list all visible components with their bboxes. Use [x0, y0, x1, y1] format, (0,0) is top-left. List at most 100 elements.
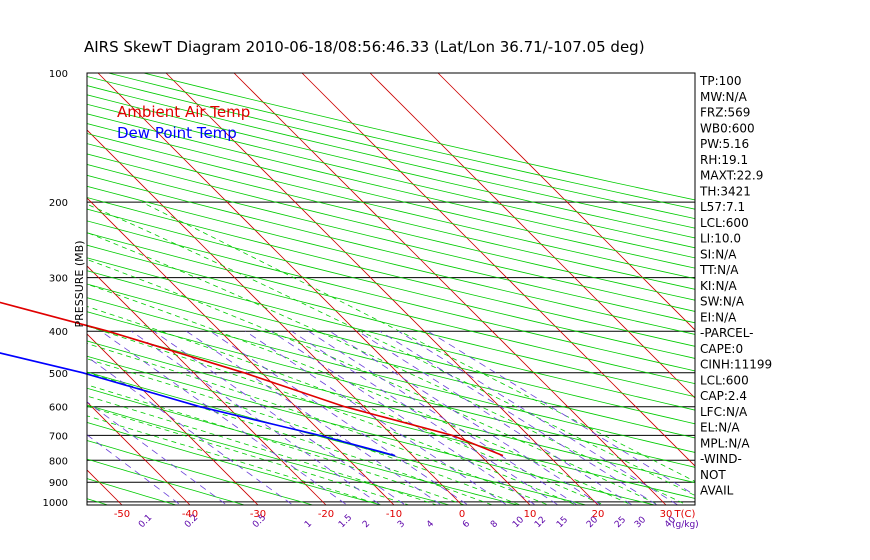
mixing-ratio-line: [245, 330, 508, 505]
dry-adiabat-line: [87, 404, 451, 505]
dry-adiabat-line: [87, 113, 695, 259]
dry-adiabat-line: [87, 421, 383, 505]
mixing-ratio-label: 25: [613, 515, 628, 530]
dry-adiabat-line: [87, 232, 695, 385]
index-entry: -WIND-: [700, 452, 742, 466]
mixing-ratio-unit-label: (g/kg): [672, 520, 699, 530]
index-entry: AVAIL: [700, 484, 734, 498]
legend-dew-point-temp: Dew Point Temp: [117, 124, 237, 142]
index-entry: WB0:600: [700, 121, 755, 135]
bottom-temperature-tick-label: 0: [459, 509, 465, 520]
dry-adiabat-line: [87, 244, 695, 398]
isotherm-line: [87, 197, 395, 505]
dry-adiabat-line: [87, 311, 695, 468]
bottom-temperature-tick-label: 10: [524, 509, 537, 520]
pressure-tick-label: 400: [49, 327, 68, 338]
index-entry: SI:N/A: [700, 247, 737, 261]
index-entry: LI:10.0: [700, 232, 741, 246]
index-entry: MW:N/A: [700, 90, 748, 104]
mixing-ratio-label: 2: [361, 519, 372, 530]
index-entry: TP:100: [699, 74, 742, 88]
dry-adiabat-line: [0, 73, 59, 511]
index-entry: KI:N/A: [700, 279, 737, 293]
temperature-unit-label: T(C): [674, 509, 696, 520]
dry-adiabat-line: [87, 297, 695, 453]
dry-adiabat-line: [87, 174, 695, 324]
pressure-tick-label: 700: [49, 431, 68, 442]
index-entry: MAXT:22.9: [700, 169, 763, 183]
index-entry: CINH:11199: [700, 358, 772, 372]
dry-adiabat-line: [87, 123, 695, 269]
dew-point-temp-line: [0, 352, 396, 457]
isotherm-line: [87, 401, 191, 505]
moist-adiabat-line: [87, 384, 466, 505]
index-entry: RH:19.1: [700, 153, 748, 167]
dry-adiabat-line: [87, 371, 588, 505]
isotherm-line: [87, 129, 463, 505]
index-entry: LCL:600: [700, 373, 749, 387]
plot-grid: [0, 73, 695, 511]
index-entry: LFC:N/A: [700, 405, 748, 419]
index-entry: FRZ:569: [700, 106, 750, 120]
moist-adiabat-line: [87, 325, 578, 505]
dry-adiabat-line: [87, 325, 695, 484]
mixing-ratio-line: [291, 330, 559, 505]
moist-adiabat-line: [87, 259, 661, 505]
mixing-ratio-line: [398, 330, 679, 505]
mixing-ratio-line: [186, 330, 443, 505]
mixing-ratio-line: [210, 330, 469, 505]
mixing-ratio-label: 0.1: [137, 513, 154, 530]
chart-title: AIRS SkewT Diagram 2010-06-18/08:56:46.3…: [84, 38, 645, 56]
dry-adiabat-line: [87, 340, 695, 499]
mixing-ratio-label: 30: [633, 515, 648, 530]
mixing-ratio-label: 8: [489, 519, 500, 530]
mixing-ratio-label: 4: [425, 519, 436, 530]
dry-adiabat-line: [87, 283, 695, 439]
pressure-tick-label: 300: [49, 274, 68, 285]
mixing-ratio-line: [87, 401, 228, 505]
mixing-ratio-line: [100, 330, 348, 505]
pressure-tick-label: 200: [49, 198, 68, 209]
pressure-tick-label: 500: [49, 369, 68, 380]
dry-adiabat-line: [143, 73, 695, 201]
index-entry: -PARCEL-: [700, 326, 754, 340]
mixing-ratio-line: [379, 330, 658, 505]
dry-adiabat-line: [87, 458, 246, 505]
y-axis-label: PRESSURE (MB): [73, 241, 86, 328]
moist-adiabat-line: [87, 358, 522, 505]
bottom-temperature-tick-label: -20: [318, 509, 334, 520]
isotherm-line: [87, 333, 259, 505]
index-entry: CAPE:0: [700, 342, 743, 356]
ambient-air-temp-line: [0, 301, 504, 457]
index-entry: TH:3421: [699, 184, 751, 198]
plot-frame: [86, 72, 696, 506]
legend-ambient-air-temp: Ambient Air Temp: [117, 103, 250, 121]
dry-adiabat-line: [87, 355, 656, 505]
mixing-ratio-line: [357, 330, 633, 505]
mixing-ratio-label: 1: [303, 519, 314, 530]
mixing-ratio-label: 3: [396, 519, 407, 530]
isotherm-line: [369, 73, 695, 399]
dry-adiabat-line: [87, 185, 695, 335]
isotherm-line: [165, 73, 599, 505]
index-entry: NOT: [700, 468, 726, 482]
mixing-ratio-line: [87, 434, 182, 505]
dry-adiabat-line: [87, 143, 695, 290]
pressure-tick-label: 900: [49, 478, 68, 489]
mixing-ratio-line: [153, 330, 406, 505]
index-entry: EI:N/A: [700, 310, 737, 324]
dry-adiabat-line: [87, 197, 695, 347]
bottom-temperature-tick-label: -30: [250, 509, 266, 520]
dry-adiabat-line: [87, 257, 695, 411]
index-entry: LCL:600: [700, 216, 749, 230]
dry-adiabat-line: [87, 270, 695, 425]
pressure-tick-label: 600: [49, 403, 68, 414]
moist-adiabat-line: [87, 395, 438, 505]
pressure-tick-label: 1000: [43, 498, 68, 509]
bottom-temperature-tick-label: -40: [182, 509, 198, 520]
dry-adiabat-line: [87, 164, 695, 312]
index-entry: SW:N/A: [700, 295, 745, 309]
dry-adiabat-line: [87, 478, 178, 505]
dry-adiabat-line: [87, 133, 695, 280]
